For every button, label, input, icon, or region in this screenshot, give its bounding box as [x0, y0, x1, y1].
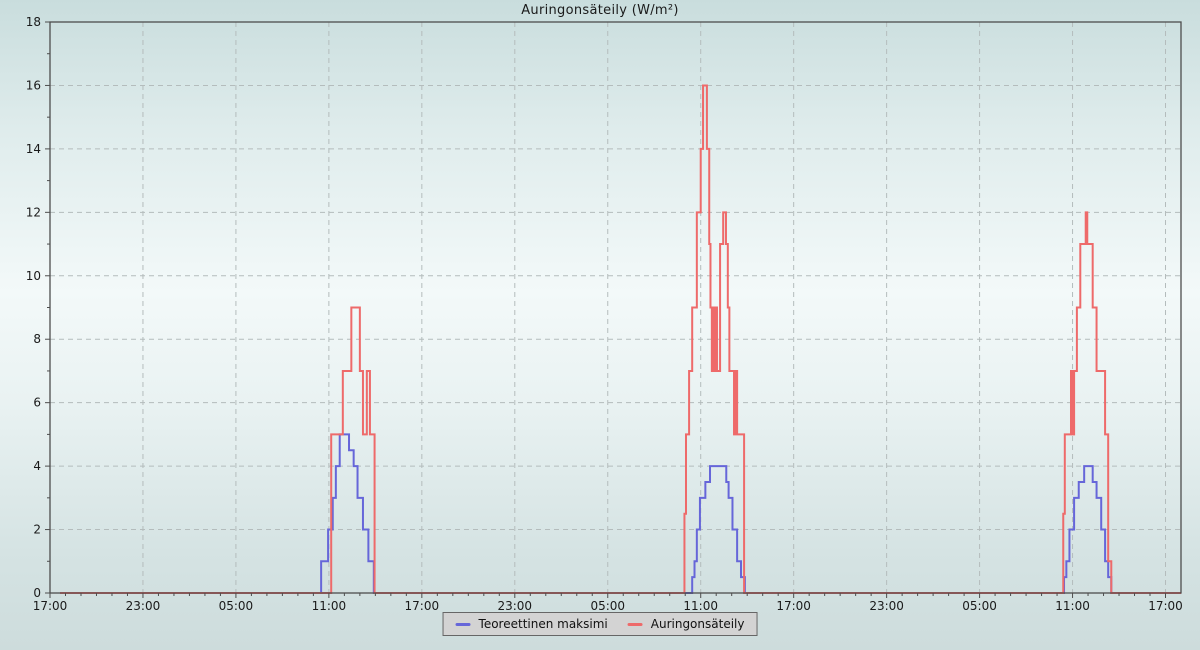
- chart-legend: Teoreettinen maksimi Auringonsäteily: [442, 612, 758, 636]
- y-tick-label: 12: [26, 205, 41, 219]
- x-tick-label: 17:00: [776, 599, 811, 613]
- y-tick-label: 18: [26, 15, 41, 29]
- legend-swatch-blue: [455, 622, 471, 626]
- x-tick-label: 11:00: [683, 599, 718, 613]
- y-tick-label: 14: [26, 142, 41, 156]
- y-tick-label: 10: [26, 269, 41, 283]
- x-tick-label: 05:00: [219, 599, 254, 613]
- x-tick-label: 23:00: [869, 599, 904, 613]
- y-tick-label: 6: [33, 396, 41, 410]
- x-tick-label: 11:00: [1055, 599, 1090, 613]
- y-tick-label: 16: [26, 78, 41, 92]
- x-tick-label: 17:00: [1148, 599, 1183, 613]
- y-tick-label: 2: [33, 523, 41, 537]
- x-tick-label: 11:00: [312, 599, 347, 613]
- y-tick-label: 8: [33, 332, 41, 346]
- x-tick-label: 23:00: [497, 599, 532, 613]
- x-tick-label: 17:00: [33, 599, 68, 613]
- x-tick-label: 05:00: [590, 599, 625, 613]
- x-tick-label: 05:00: [962, 599, 997, 613]
- series-teoreettinen-maksimi-line: [60, 433, 1181, 594]
- x-tick-label: 23:00: [126, 599, 161, 613]
- chart-title: Auringonsäteily (W/m²): [521, 3, 679, 18]
- x-tick-label: 17:00: [405, 599, 440, 613]
- legend-item-teoreettinen-maksimi: Teoreettinen maksimi: [455, 617, 608, 631]
- series-auringons-teily-line: [60, 84, 1181, 594]
- legend-label-teoreettinen-maksimi: Teoreettinen maksimi: [478, 617, 608, 631]
- y-tick-label: 4: [33, 459, 41, 473]
- plot-border: [49, 21, 1182, 594]
- legend-item-auringonsateily: Auringonsäteily: [627, 617, 745, 631]
- legend-swatch-red: [627, 622, 643, 626]
- y-tick-label: 0: [33, 586, 41, 600]
- legend-label-auringonsateily: Auringonsäteily: [650, 617, 745, 631]
